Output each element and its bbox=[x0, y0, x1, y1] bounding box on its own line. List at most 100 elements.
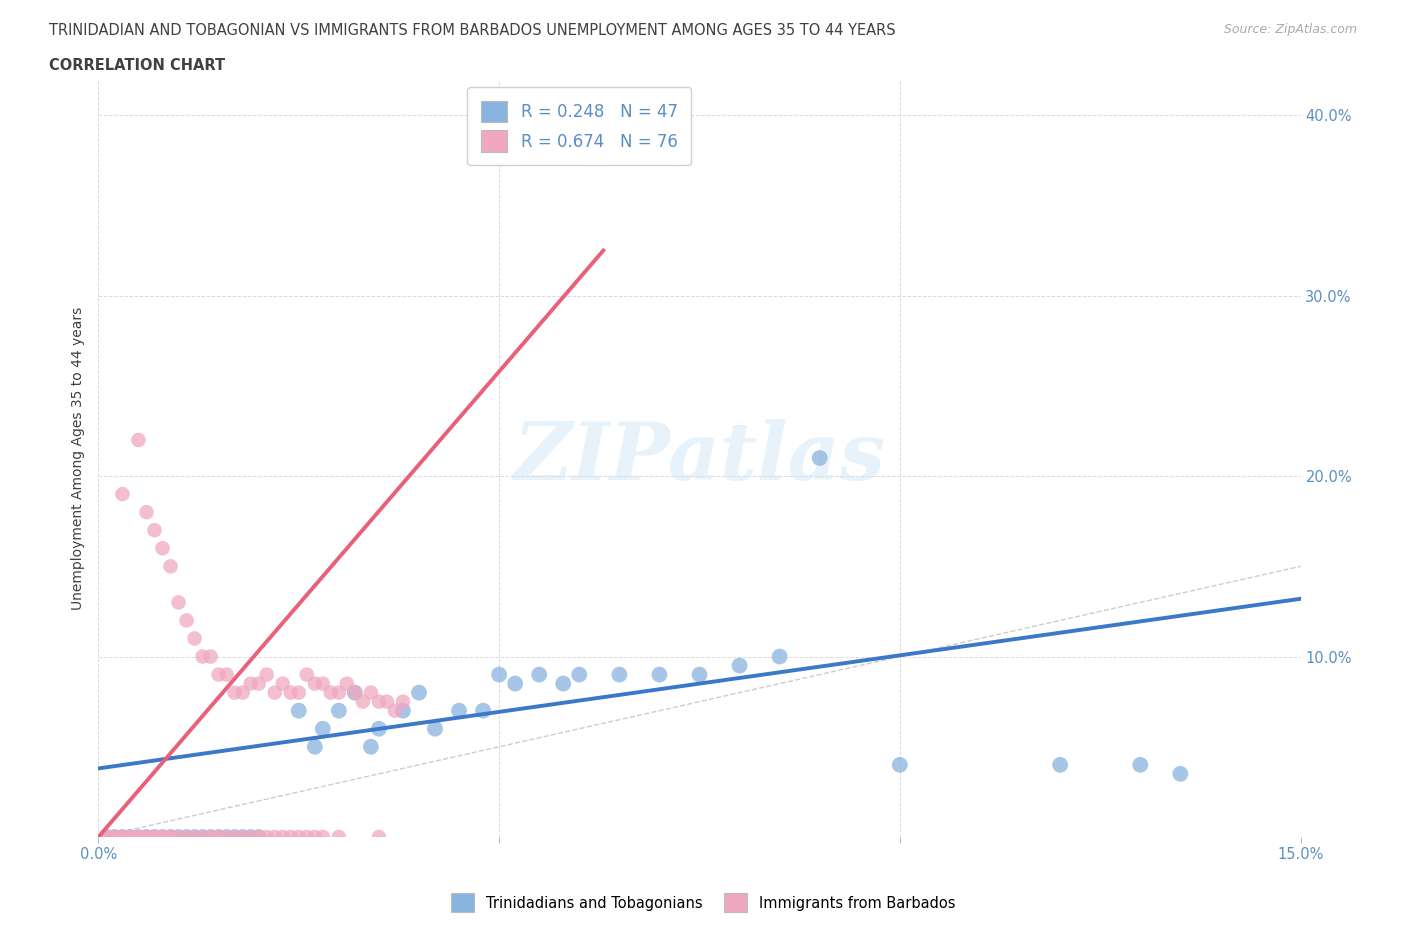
Legend: Trinidadians and Tobagonians, Immigrants from Barbados: Trinidadians and Tobagonians, Immigrants… bbox=[444, 887, 962, 918]
Point bbox=[728, 658, 751, 673]
Point bbox=[553, 676, 575, 691]
Point bbox=[271, 676, 294, 691]
Point bbox=[304, 830, 326, 844]
Point bbox=[256, 830, 278, 844]
Text: Source: ZipAtlas.com: Source: ZipAtlas.com bbox=[1223, 23, 1357, 36]
Point bbox=[288, 685, 311, 700]
Point bbox=[159, 559, 181, 574]
Point bbox=[889, 757, 911, 772]
Point bbox=[288, 830, 311, 844]
Point bbox=[256, 667, 278, 682]
Point bbox=[343, 685, 366, 700]
Point bbox=[143, 830, 166, 844]
Text: CORRELATION CHART: CORRELATION CHART bbox=[49, 58, 225, 73]
Point bbox=[200, 830, 222, 844]
Point bbox=[215, 667, 238, 682]
Point bbox=[328, 830, 350, 844]
Point bbox=[312, 722, 335, 737]
Point bbox=[135, 830, 157, 844]
Point bbox=[191, 830, 214, 844]
Point bbox=[352, 694, 374, 709]
Point bbox=[447, 703, 470, 718]
Point bbox=[232, 685, 254, 700]
Point bbox=[488, 667, 510, 682]
Point bbox=[183, 830, 205, 844]
Point bbox=[208, 830, 231, 844]
Point bbox=[529, 667, 551, 682]
Point bbox=[343, 685, 366, 700]
Point bbox=[304, 676, 326, 691]
Point bbox=[312, 830, 335, 844]
Point bbox=[247, 676, 270, 691]
Point bbox=[312, 676, 335, 691]
Point bbox=[96, 830, 118, 844]
Point bbox=[1129, 757, 1152, 772]
Point bbox=[328, 685, 350, 700]
Point bbox=[208, 667, 231, 682]
Point bbox=[159, 830, 181, 844]
Point bbox=[128, 432, 150, 447]
Point bbox=[128, 830, 150, 844]
Point bbox=[152, 830, 174, 844]
Point bbox=[808, 451, 831, 466]
Point bbox=[328, 703, 350, 718]
Point bbox=[191, 830, 214, 844]
Point bbox=[96, 830, 118, 844]
Point bbox=[280, 685, 302, 700]
Point bbox=[167, 830, 190, 844]
Point bbox=[769, 649, 792, 664]
Point bbox=[648, 667, 671, 682]
Point bbox=[183, 830, 205, 844]
Point bbox=[689, 667, 711, 682]
Point bbox=[143, 523, 166, 538]
Text: ZIPatlas: ZIPatlas bbox=[513, 419, 886, 497]
Point bbox=[103, 830, 125, 844]
Point bbox=[384, 703, 406, 718]
Point bbox=[247, 830, 270, 844]
Point bbox=[111, 830, 134, 844]
Point bbox=[239, 676, 262, 691]
Point bbox=[503, 676, 526, 691]
Point bbox=[183, 631, 205, 646]
Point bbox=[375, 694, 398, 709]
Point bbox=[111, 486, 134, 501]
Point bbox=[336, 676, 359, 691]
Point bbox=[120, 830, 142, 844]
Point bbox=[215, 830, 238, 844]
Point bbox=[232, 830, 254, 844]
Point bbox=[360, 739, 382, 754]
Point bbox=[111, 830, 134, 844]
Point bbox=[263, 685, 285, 700]
Point bbox=[288, 703, 311, 718]
Point bbox=[368, 694, 391, 709]
Point bbox=[263, 830, 285, 844]
Point bbox=[208, 830, 231, 844]
Point bbox=[1170, 766, 1192, 781]
Point bbox=[143, 830, 166, 844]
Point bbox=[392, 703, 415, 718]
Point bbox=[159, 830, 181, 844]
Point bbox=[280, 830, 302, 844]
Point bbox=[167, 830, 190, 844]
Point bbox=[271, 830, 294, 844]
Point bbox=[159, 830, 181, 844]
Point bbox=[224, 830, 246, 844]
Point bbox=[224, 685, 246, 700]
Point bbox=[176, 613, 198, 628]
Point bbox=[200, 649, 222, 664]
Point bbox=[609, 667, 631, 682]
Point bbox=[232, 830, 254, 844]
Point bbox=[368, 830, 391, 844]
Point bbox=[239, 830, 262, 844]
Point bbox=[111, 830, 134, 844]
Text: TRINIDADIAN AND TOBAGONIAN VS IMMIGRANTS FROM BARBADOS UNEMPLOYMENT AMONG AGES 3: TRINIDADIAN AND TOBAGONIAN VS IMMIGRANTS… bbox=[49, 23, 896, 38]
Point bbox=[135, 830, 157, 844]
Point bbox=[472, 703, 495, 718]
Point bbox=[143, 830, 166, 844]
Point bbox=[423, 722, 446, 737]
Point bbox=[200, 830, 222, 844]
Point bbox=[152, 541, 174, 556]
Point bbox=[103, 830, 125, 844]
Point bbox=[304, 739, 326, 754]
Point bbox=[128, 830, 150, 844]
